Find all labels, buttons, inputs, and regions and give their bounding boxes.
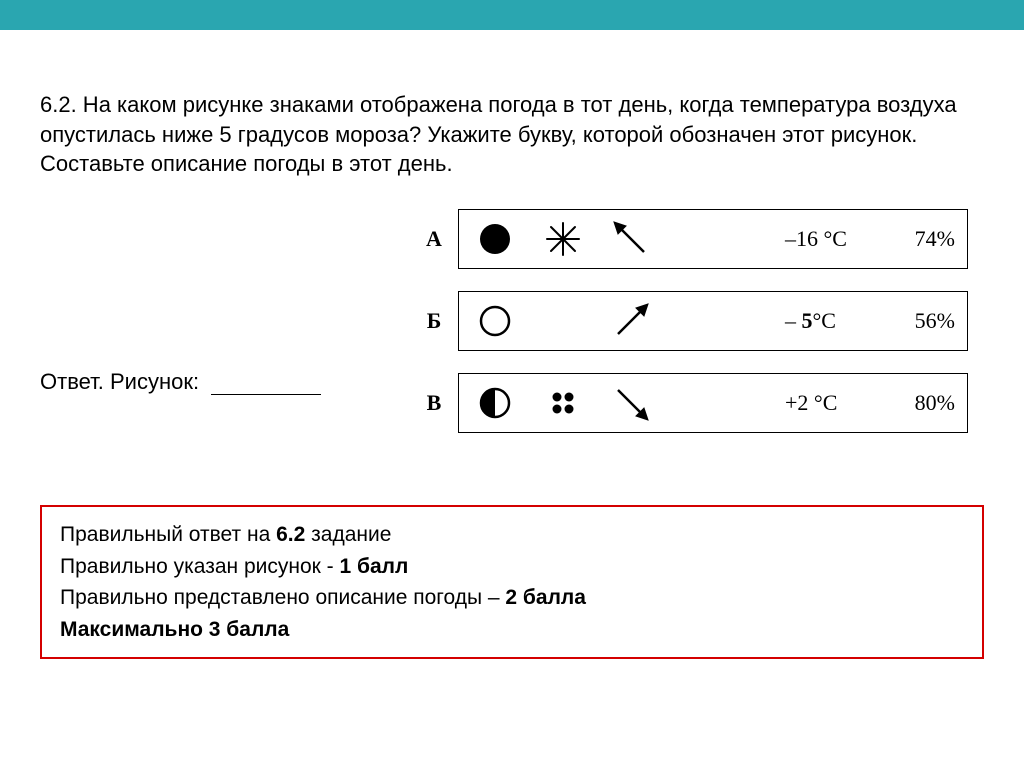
option-row: Б – 5°C 56% — [420, 291, 984, 351]
humidity-value: 80% — [895, 390, 955, 416]
option-label: В — [420, 390, 448, 416]
option-box: +2 °C 80% — [458, 373, 968, 433]
option-row: В — [420, 373, 984, 433]
option-label: Б — [420, 308, 448, 334]
content-area: 6.2. На каком рисунке знаками отображена… — [0, 30, 1024, 455]
option-box: – 5°C 56% — [458, 291, 968, 351]
cloudiness-clear-icon — [471, 297, 519, 345]
options-column: А — [420, 209, 984, 455]
no-precip-icon — [539, 297, 587, 345]
question-body: Ответ. Рисунок: А — [40, 209, 984, 455]
option-box: –16 °C 74% — [458, 209, 968, 269]
answer-blank — [211, 394, 321, 395]
humidity-value: 74% — [895, 226, 955, 252]
scoring-line: Максимально 3 балла — [60, 614, 964, 646]
snow-icon — [539, 215, 587, 263]
wind-arrow-ne-icon — [607, 297, 655, 345]
cloudiness-half-icon — [471, 379, 519, 427]
scoring-line: Правильно представлено описание погоды –… — [60, 582, 964, 614]
answer-column: Ответ. Рисунок: — [40, 209, 420, 455]
wind-arrow-nw-icon — [607, 215, 655, 263]
cloudiness-overcast-icon — [471, 215, 519, 263]
scoring-line: Правильно указан рисунок - 1 балл — [60, 551, 964, 583]
scoring-line: Правильный ответ на 6.2 задание — [60, 519, 964, 551]
option-row: А — [420, 209, 984, 269]
option-label: А — [420, 226, 448, 252]
answer-label: Ответ. Рисунок: — [40, 369, 199, 394]
top-accent-bar — [0, 0, 1024, 30]
temperature-value: –16 °C — [785, 226, 875, 252]
question-text: 6.2. На каком рисунке знаками отображена… — [40, 90, 984, 179]
wind-arrow-se-icon — [607, 379, 655, 427]
temperature-value: – 5°C — [785, 308, 875, 334]
rain-icon — [539, 379, 587, 427]
temperature-value: +2 °C — [785, 390, 875, 416]
humidity-value: 56% — [895, 308, 955, 334]
scoring-box: Правильный ответ на 6.2 задание Правильн… — [40, 505, 984, 659]
